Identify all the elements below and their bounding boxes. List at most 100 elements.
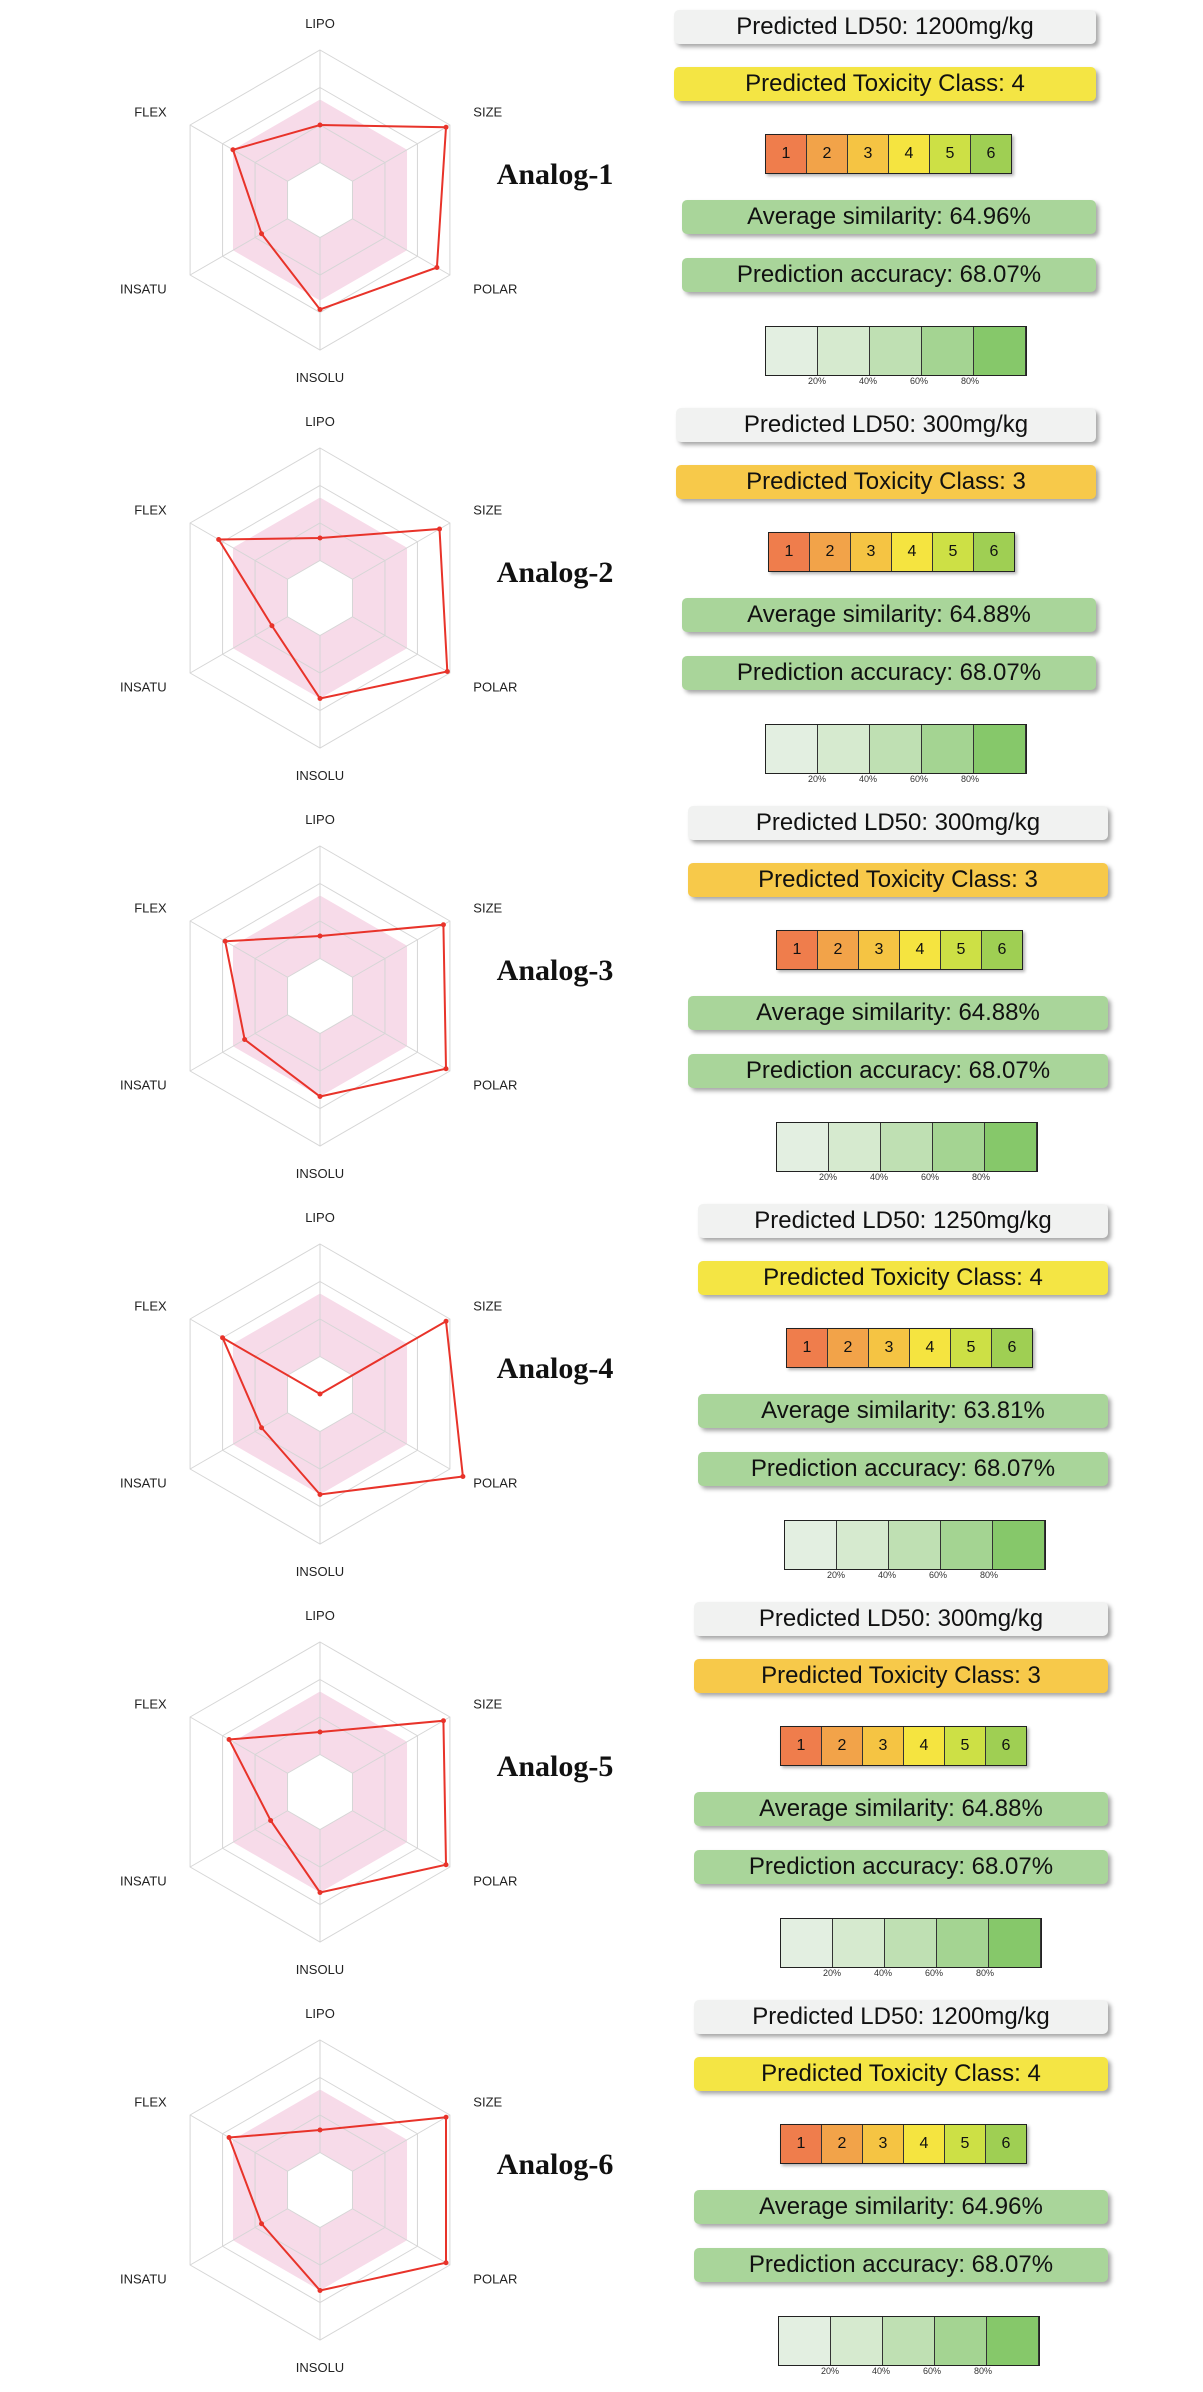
accuracy-tick: 40% <box>869 1172 889 1182</box>
ld50-badge: Predicted LD50: 1250mg/kg <box>698 1204 1108 1238</box>
class-cell: 2 <box>828 1329 869 1367</box>
axis-label: POLAR <box>473 1476 517 1491</box>
accuracy-tick: 80% <box>960 774 980 784</box>
class-cell: 3 <box>863 1727 904 1765</box>
similarity-badge: Average similarity: 64.96% <box>694 2190 1108 2224</box>
accuracy-tick: 20% <box>818 1172 838 1182</box>
radar-point <box>443 1862 449 1868</box>
accuracy-cell <box>993 1521 1045 1569</box>
class-cell: 1 <box>781 1727 822 1765</box>
class-cell: 4 <box>904 1727 945 1765</box>
accuracy-tick: 80% <box>975 1968 995 1978</box>
accuracy-cell <box>885 1919 937 1967</box>
axis-label: LIPO <box>305 2006 335 2021</box>
radar-point <box>317 1492 323 1497</box>
toxicity-class-badge: Predicted Toxicity Class: 3 <box>676 465 1096 499</box>
radar-spoke <box>189 1412 288 1470</box>
radar-spoke <box>352 1412 451 1470</box>
radar-point <box>317 2127 323 2133</box>
radar-spoke <box>352 1716 451 1774</box>
accuracy-cell <box>831 2317 883 2365</box>
ld50-badge: Predicted LD50: 1200mg/kg <box>674 10 1096 44</box>
radar-point <box>440 922 446 928</box>
radar-point <box>444 669 450 674</box>
class-cell: 6 <box>986 1727 1026 1765</box>
accuracy-badge: Prediction accuracy: 68.07% <box>682 258 1096 292</box>
analog-label: Analog-6 <box>496 2148 614 2181</box>
accuracy-cell <box>833 1919 885 1967</box>
radar-chart: LIPO SIZE POLAR INSOLU INSATU FLEX <box>120 2006 517 2375</box>
accuracy-tick: 20% <box>807 774 827 784</box>
axis-label: INSATU <box>120 1476 167 1491</box>
prediction-panel: Predicted LD50: 300mg/kg Predicted Toxic… <box>660 398 1120 796</box>
prediction-panel: Predicted LD50: 1200mg/kg Predicted Toxi… <box>660 0 1120 398</box>
analog-label: Analog-5 <box>496 1750 614 1783</box>
accuracy-tick: 20% <box>826 1570 846 1580</box>
axis-label: SIZE <box>473 503 502 518</box>
axis-label: LIPO <box>305 1210 335 1225</box>
axis-label: FLEX <box>134 1697 167 1712</box>
toxicity-class-scale: 1 2 3 4 5 6 <box>780 1726 1027 1766</box>
class-cell: 5 <box>945 2125 986 2163</box>
axis-label: INSATU <box>120 680 167 695</box>
prediction-panel: Predicted LD50: 1250mg/kg Predicted Toxi… <box>660 1194 1120 1592</box>
accuracy-cell <box>818 725 870 773</box>
toxicity-class-scale: 1 2 3 4 5 6 <box>780 2124 1027 2164</box>
radar-point <box>226 1737 232 1742</box>
radar-point <box>317 122 323 128</box>
radar-chart: LIPO SIZE POLAR INSOLU INSATU FLEX <box>120 1210 517 1579</box>
radar-point <box>434 265 440 270</box>
class-cell: 4 <box>892 533 933 571</box>
radar-point <box>317 1729 323 1735</box>
radar-point <box>259 1425 265 1431</box>
accuracy-cell <box>933 1123 985 1171</box>
radar-point <box>460 1474 466 1479</box>
accuracy-cell <box>870 725 922 773</box>
radar-spoke <box>352 124 451 182</box>
class-cell: 4 <box>910 1329 951 1367</box>
ld50-badge: Predicted LD50: 300mg/kg <box>694 1602 1108 1636</box>
accuracy-cell <box>777 1123 829 1171</box>
class-cell: 2 <box>810 533 851 571</box>
toxicity-class-badge: Predicted Toxicity Class: 3 <box>694 1659 1108 1693</box>
similarity-badge: Average similarity: 64.88% <box>682 598 1096 632</box>
accuracy-tick: 40% <box>873 1968 893 1978</box>
axis-label: SIZE <box>473 105 502 120</box>
analog-label: Analog-1 <box>496 158 614 191</box>
accuracy-cell <box>989 1919 1041 1967</box>
axis-label: LIPO <box>305 414 335 429</box>
ld50-badge: Predicted LD50: 1200mg/kg <box>694 2000 1108 2034</box>
accuracy-cell <box>779 2317 831 2365</box>
class-cell: 6 <box>982 931 1022 969</box>
accuracy-cell <box>941 1521 993 1569</box>
accuracy-tick: 60% <box>909 376 929 386</box>
axis-label: FLEX <box>134 105 167 120</box>
class-cell: 3 <box>863 2125 904 2163</box>
radar-point <box>317 933 323 939</box>
analog-row: LIPO SIZE POLAR INSOLU INSATU FLEX Analog-6 P… <box>0 1990 1203 2388</box>
accuracy-scale: 20% 40% 60% 80% <box>778 2316 1040 2376</box>
radar-spoke <box>189 2208 288 2266</box>
radar-spoke <box>352 1014 451 1072</box>
toxicity-class-scale: 1 2 3 4 5 6 <box>786 1328 1033 1368</box>
accuracy-badge: Prediction accuracy: 68.07% <box>682 656 1096 690</box>
prediction-panel: Predicted LD50: 1200mg/kg Predicted Toxi… <box>660 1990 1120 2388</box>
axis-label: SIZE <box>473 1697 502 1712</box>
radar-spoke <box>189 218 288 276</box>
accuracy-tick: 20% <box>822 1968 842 1978</box>
class-cell: 2 <box>822 2125 863 2163</box>
radar-point <box>242 1037 248 1042</box>
radar-point <box>317 307 323 312</box>
axis-label: INSOLU <box>296 1564 344 1579</box>
class-cell: 5 <box>945 1727 986 1765</box>
accuracy-cell <box>974 327 1026 375</box>
accuracy-tick: 20% <box>807 376 827 386</box>
accuracy-tick: 40% <box>858 376 878 386</box>
radar-point <box>268 1818 274 1823</box>
radar-point <box>317 696 323 701</box>
radar-point <box>443 1066 449 1072</box>
radar-spoke <box>352 522 451 580</box>
accuracy-cell <box>829 1123 881 1171</box>
analog-label: Analog-3 <box>496 954 614 987</box>
toxicity-class-scale: 1 2 3 4 5 6 <box>776 930 1023 970</box>
